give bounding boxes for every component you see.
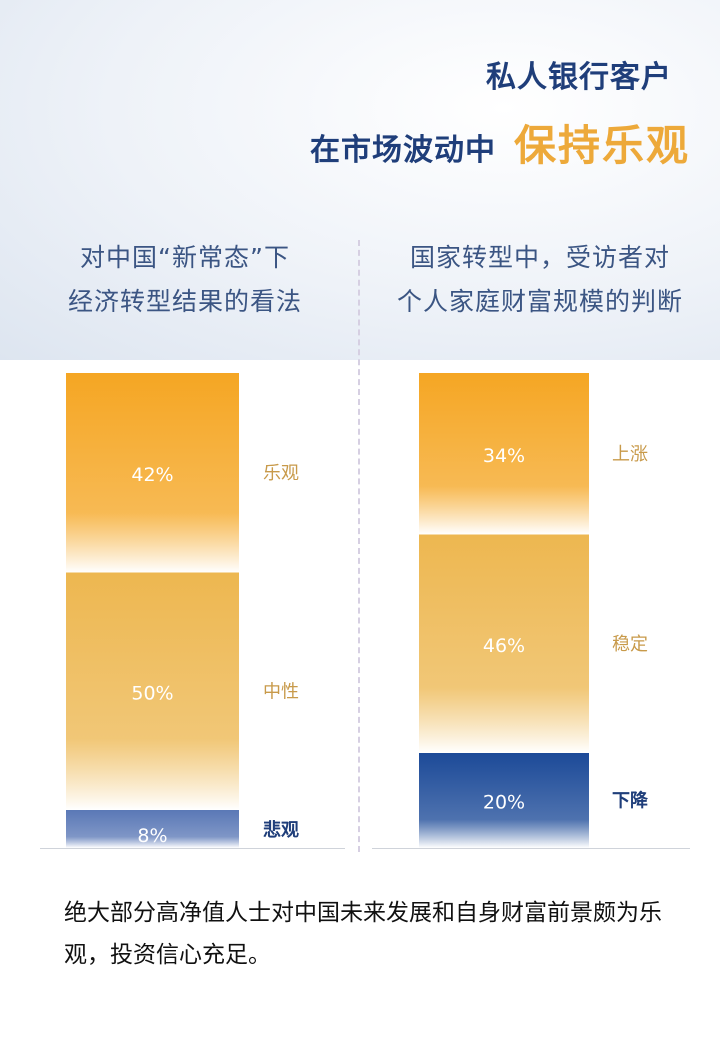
left-category-label-2: 悲观 bbox=[263, 819, 299, 841]
right-chart-title-line-1: 国家转型中，受访者对 bbox=[409, 243, 670, 272]
subtitle-highlight: 保持乐观 bbox=[513, 121, 690, 170]
left-baseline bbox=[40, 848, 345, 849]
left-category-label-0: 乐观 bbox=[263, 463, 299, 484]
left-bar-segment-0 bbox=[66, 373, 239, 573]
left-value-label-0: 42% bbox=[131, 464, 173, 486]
left-value-label-1: 50% bbox=[131, 682, 173, 704]
right-value-label-1: 46% bbox=[483, 635, 525, 657]
right-value-label-2: 20% bbox=[483, 792, 525, 814]
right-chart-title-line-2: 个人家庭财富规模的判断 bbox=[396, 287, 683, 316]
left-chart-title-line-2: 经济转型结果的看法 bbox=[67, 287, 302, 316]
left-category-label-1: 中性 bbox=[263, 681, 299, 702]
footer-note: 绝大部分高净值人士对中国未来发展和自身财富前景颇为乐观，投资信心充足。 bbox=[64, 900, 662, 968]
header-background bbox=[0, 0, 720, 360]
left-bar-segment-2 bbox=[66, 810, 239, 848]
page-subtitle: 在市场波动中 保持乐观 bbox=[310, 112, 690, 173]
page-title: 私人银行客户 bbox=[486, 60, 672, 95]
right-baseline bbox=[372, 848, 690, 849]
right-bar-segment-1 bbox=[419, 534, 589, 753]
right-chart-title: 国家转型中，受访者对 个人家庭财富规模的判断 bbox=[375, 236, 705, 324]
left-chart-title-line-1: 对中国“新常态”下 bbox=[80, 243, 290, 272]
left-bar-segment-1 bbox=[66, 572, 239, 810]
right-category-label-0: 上涨 bbox=[612, 444, 648, 465]
center-divider bbox=[358, 240, 360, 852]
right-bar-segment-0 bbox=[419, 373, 589, 535]
right-value-label-0: 34% bbox=[483, 445, 525, 467]
right-category-label-2: 下降 bbox=[612, 790, 649, 812]
left-chart-title: 对中国“新常态”下 经济转型结果的看法 bbox=[20, 236, 350, 324]
right-category-label-1: 稳定 bbox=[612, 634, 648, 655]
left-value-label-2: 8% bbox=[137, 825, 167, 847]
right-bar-segment-2 bbox=[419, 753, 589, 848]
subtitle-prefix: 在市场波动中 bbox=[309, 133, 496, 168]
